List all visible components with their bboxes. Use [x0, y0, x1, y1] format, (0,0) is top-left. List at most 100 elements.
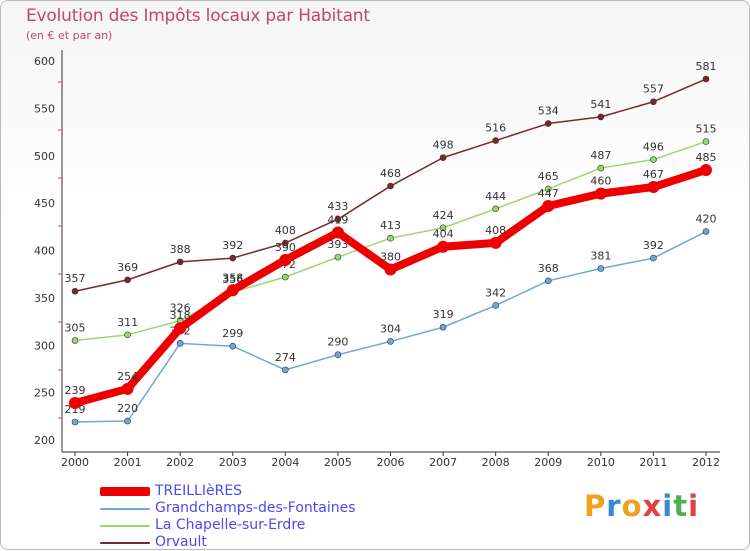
data-point: [492, 302, 499, 309]
data-point: [544, 185, 552, 193]
data-point: [597, 113, 605, 121]
y-tick-label: 250: [34, 387, 55, 400]
data-point: [282, 366, 289, 374]
data-point: [69, 397, 81, 410]
y-tick-label: 550: [34, 102, 55, 115]
data-point: [71, 287, 79, 295]
chart-subtitle: (en € et par an): [26, 29, 113, 42]
data-label: 318: [170, 309, 191, 322]
x-tick-label: 2010: [587, 456, 615, 469]
data-label: 516: [485, 122, 506, 135]
data-label: 408: [275, 224, 296, 237]
data-point: [124, 276, 131, 284]
data-point: [334, 351, 342, 359]
data-point: [384, 263, 397, 276]
data-label: 220: [117, 402, 138, 415]
x-tick-label: 2004: [271, 456, 299, 469]
data-point: [71, 418, 79, 426]
data-label: 357: [65, 272, 86, 285]
data-label: 319: [433, 308, 454, 321]
data-point: [492, 205, 499, 213]
data-label: 368: [538, 262, 559, 275]
data-point: [174, 322, 187, 335]
data-point: [387, 234, 394, 242]
data-label: 424: [433, 209, 454, 222]
series-line: [71, 165, 710, 408]
data-label: 311: [117, 316, 138, 329]
data-point: [544, 277, 552, 285]
y-tick-label: 350: [34, 292, 55, 305]
data-point: [226, 284, 239, 297]
data-point: [650, 156, 657, 163]
proxiti-logo: Proxiti: [584, 489, 700, 523]
x-tick-label: 2003: [219, 456, 247, 469]
data-label: 419: [327, 213, 348, 226]
data-label: 274: [275, 351, 296, 364]
data-label: 515: [696, 123, 717, 136]
data-point: [282, 239, 289, 247]
data-label: 239: [65, 384, 86, 397]
data-label: 468: [380, 167, 401, 180]
data-label: 408: [485, 224, 506, 237]
data-point: [387, 182, 394, 190]
data-point: [124, 331, 131, 339]
x-tick-label: 2005: [324, 456, 352, 469]
data-label: 342: [485, 286, 506, 299]
x-tick-label: 2011: [639, 456, 667, 469]
data-point: [650, 98, 657, 106]
legend-swatch: [100, 487, 150, 496]
x-tick-label: 2001: [114, 456, 142, 469]
data-point: [702, 228, 710, 235]
data-label: 299: [222, 327, 243, 340]
y-tick-label: 500: [34, 150, 55, 163]
data-point: [387, 338, 394, 345]
data-label: 420: [696, 213, 717, 226]
data-label: 219: [65, 403, 86, 416]
data-label: 381: [590, 250, 611, 263]
data-point: [597, 265, 605, 272]
legend-label: La Chapelle-sur-Erdre: [155, 517, 306, 533]
data-label: 388: [170, 243, 191, 256]
data-label: 254: [117, 370, 138, 383]
data-label: 485: [696, 151, 717, 164]
x-tick-label: 2009: [534, 456, 562, 469]
data-point: [544, 120, 552, 127]
data-label: 496: [643, 141, 664, 154]
data-point: [124, 417, 131, 425]
data-point: [542, 199, 555, 212]
x-tick-label: 2007: [429, 456, 457, 469]
data-point: [439, 224, 447, 232]
data-point: [176, 258, 184, 266]
data-point: [121, 382, 134, 395]
data-label: 358: [222, 271, 243, 284]
data-label: 465: [538, 170, 559, 183]
y-tick-label: 600: [34, 55, 55, 68]
y-tick-label: 200: [34, 434, 55, 447]
legend-swatch: [100, 525, 150, 527]
x-tick-label: 2002: [166, 456, 194, 469]
legend-swatch: [100, 508, 150, 510]
data-point: [650, 254, 657, 262]
data-label: 390: [275, 241, 296, 254]
data-point: [334, 215, 342, 223]
data-label: 326: [170, 302, 191, 315]
y-tick-label: 300: [34, 339, 55, 352]
y-tick-label: 450: [34, 197, 55, 210]
data-label: 433: [327, 200, 348, 213]
data-label: 460: [590, 175, 611, 188]
legend-swatch: [100, 542, 150, 544]
x-tick-label: 2000: [61, 456, 89, 469]
data-point: [334, 253, 342, 261]
data-point: [700, 163, 712, 176]
data-point: [702, 138, 710, 145]
data-point: [229, 342, 237, 350]
data-point: [176, 340, 184, 347]
data-label: 557: [643, 83, 664, 96]
data-point: [647, 181, 660, 194]
chart-title: Evolution des Impôts locaux par Habitant: [26, 6, 370, 26]
data-label: 447: [538, 187, 559, 200]
data-point: [282, 273, 289, 281]
data-label: 305: [65, 322, 86, 335]
x-tick-label: 2006: [377, 456, 405, 469]
